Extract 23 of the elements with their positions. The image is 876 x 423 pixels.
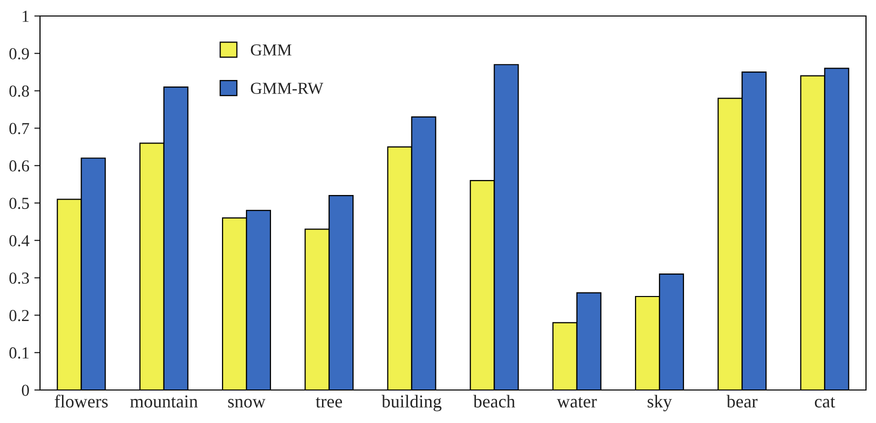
y-tick-label: 0.9	[9, 48, 29, 60]
x-tick-label: cat	[814, 397, 836, 408]
y-tick-label: 0.8	[9, 86, 29, 97]
x-tick-label: beach	[473, 394, 516, 408]
x-tick-label: tree	[316, 397, 342, 408]
x-tick-label: sky	[648, 394, 672, 412]
y-tick-label: 0.2	[9, 310, 29, 322]
x-tick-label: bear	[726, 394, 758, 408]
y-tick-label: 0.4	[9, 235, 30, 246]
x-tick-label: flowers	[54, 394, 108, 408]
y-tick-label: 0.1	[9, 347, 29, 359]
y-tick-label: 0	[22, 384, 29, 396]
y-tick-label: 0.3	[9, 272, 29, 284]
y-tick-label: 0.7	[9, 122, 30, 134]
y-tick-label: 0.6	[9, 160, 30, 172]
x-tick-label: water	[556, 397, 597, 408]
legend-label: GMM-RW	[250, 82, 324, 94]
y-tick-label: 1	[22, 10, 29, 22]
x-tick-label: building	[382, 394, 442, 412]
legend-label: GMM	[250, 44, 292, 56]
x-tick-label: mountain	[130, 395, 198, 408]
x-tick-label: snow	[228, 398, 266, 408]
y-tick-label: 0.5	[9, 198, 29, 210]
